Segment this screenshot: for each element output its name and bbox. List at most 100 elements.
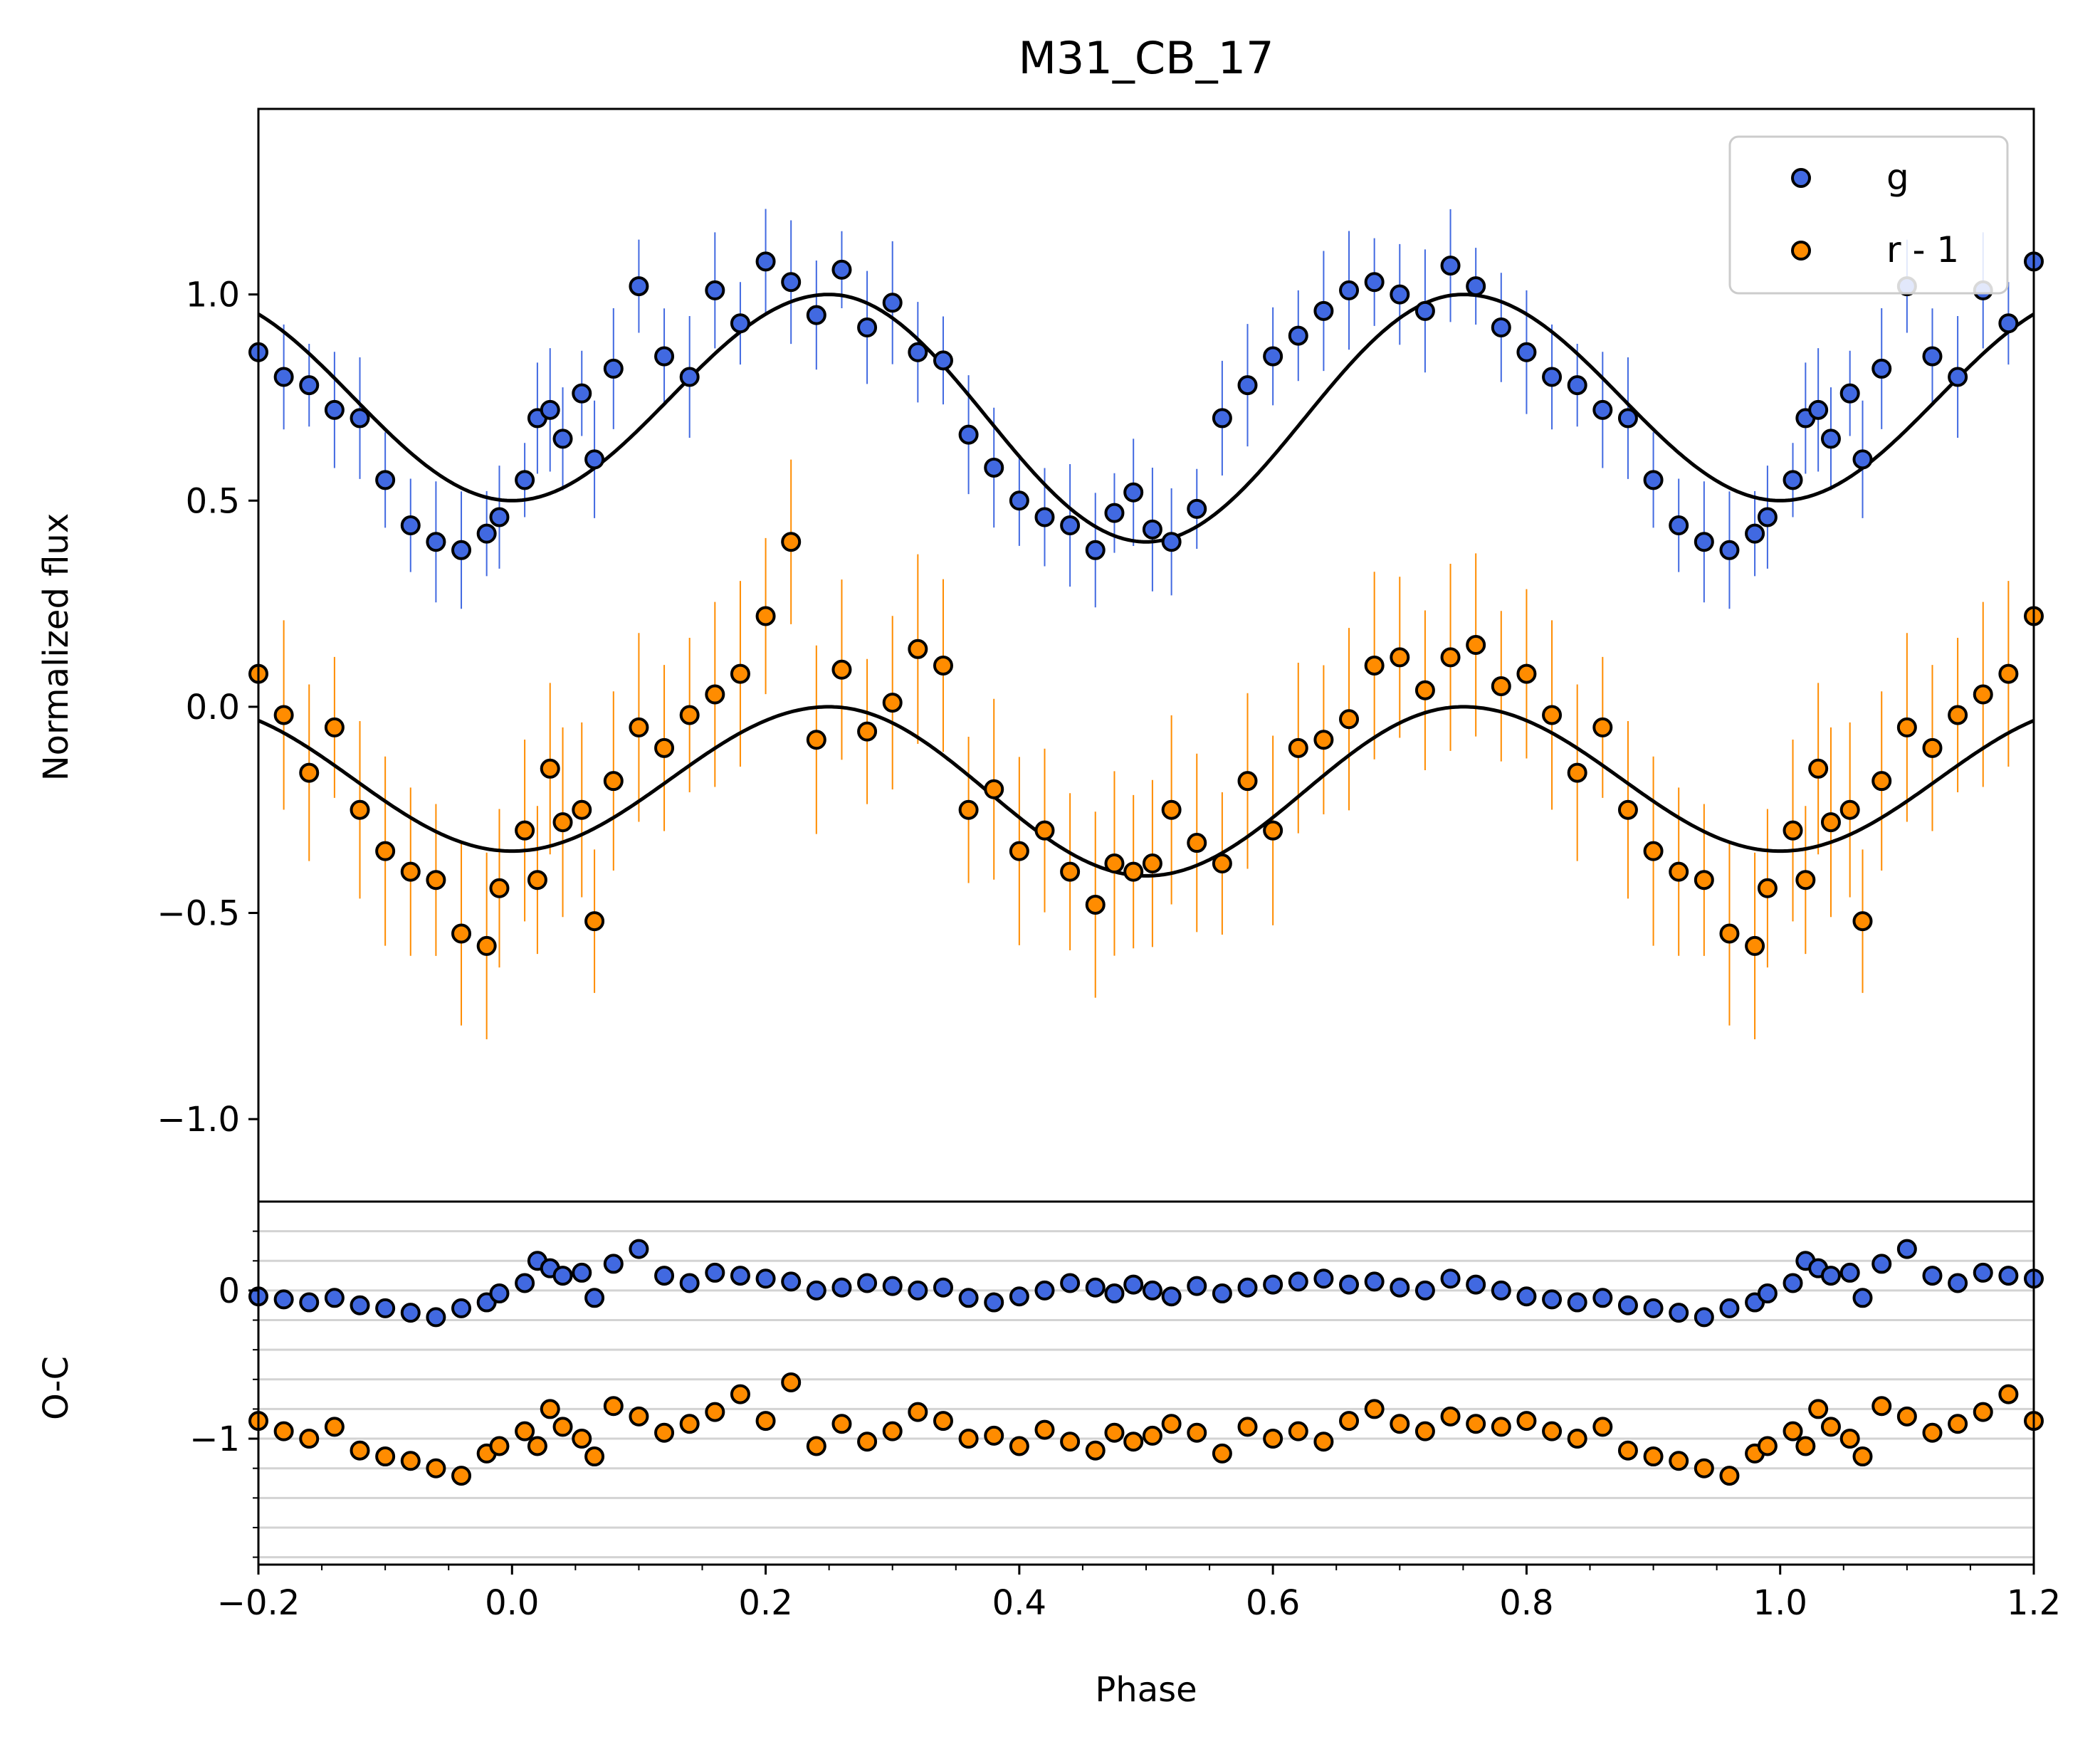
data-point [1516,342,1537,362]
residual-point [1237,1417,1258,1437]
data-point [1948,367,1968,387]
data-point [1123,861,1144,882]
data-point [584,449,605,470]
residual-point [1313,1268,1334,1289]
data-point [1719,540,1740,560]
data-point [1123,482,1144,503]
residual-point [350,1295,370,1315]
data-point [730,313,750,334]
residual-point [984,1425,1004,1446]
bottom-y-ticks: 0 −1 [189,1230,258,1558]
residual-point [831,1277,852,1298]
residual-point [552,1417,573,1437]
data-point [1288,325,1308,346]
residual-point [1288,1421,1308,1441]
legend-label-r: r - 1 [1886,229,1959,270]
data-point [1820,429,1841,449]
data-point [1161,799,1182,820]
data-point [1820,812,1841,833]
residual-point [1948,1414,1968,1434]
data-point [299,762,320,783]
y-tick-label: 0.0 [186,688,240,727]
residual-point [1542,1421,1563,1441]
residual-point [1567,1292,1587,1313]
residual-point [324,1417,345,1437]
x-tick-label: 0.0 [485,1583,539,1623]
residual-point [572,1429,592,1449]
residual-point [1783,1273,1803,1293]
data-point [1414,680,1435,700]
residual-point [1795,1436,1816,1456]
residual-point [1161,1414,1182,1434]
data-point [426,532,446,552]
residual-point [1669,1451,1689,1471]
data-point [1694,532,1714,552]
data-point [324,399,345,420]
data-point [1922,346,1943,367]
x-tick-label: −0.2 [217,1583,300,1623]
data-point [572,799,592,820]
data-point [755,251,776,272]
residual-point [540,1399,560,1419]
data-point [1390,284,1410,305]
data-point [1516,663,1537,684]
data-point [476,935,497,956]
data-point [958,799,979,820]
residual-point [584,1446,605,1467]
residual-point [1263,1274,1283,1295]
chart-title: M31_CB_17 [1018,32,1274,84]
data-point [451,923,472,944]
data-point [1948,705,1968,725]
data-point [1060,515,1081,536]
residual-point [1516,1286,1537,1307]
x-tick-label: 0.8 [1499,1583,1553,1623]
data-point [1998,663,2019,684]
data-point [375,470,396,490]
residual-point [603,1396,624,1417]
data-point [831,259,852,280]
residual-point [679,1273,700,1293]
data-point [1783,470,1803,490]
data-point [1085,540,1106,560]
data-point [1142,519,1162,540]
residual-point [629,1239,649,1259]
data-point [1034,820,1055,841]
data-point [1567,762,1587,783]
residual-point [1212,1443,1232,1464]
residual-point [1839,1262,1860,1283]
residual-point [1142,1425,1162,1446]
data-point [1592,399,1613,420]
data-point [1694,870,1714,891]
x-tick-label: 1.2 [2007,1583,2061,1623]
data-point [273,705,294,725]
data-point [806,305,826,325]
data-point [629,717,649,737]
residual-point [375,1298,396,1318]
residual-point [1237,1277,1258,1298]
data-point [375,841,396,861]
data-point [781,532,802,552]
residual-point [1783,1421,1803,1441]
residual-point [1364,1399,1385,1419]
data-point [1617,799,1638,820]
residual-point [400,1303,421,1323]
data-point [603,771,624,792]
residual-point [375,1446,396,1467]
residual-point [1852,1288,1873,1308]
residual-point [527,1436,547,1456]
residual-point [705,1402,725,1422]
residual-point [1871,1396,1892,1417]
data-point [476,523,497,544]
residual-point [489,1436,510,1456]
residual-point [1104,1283,1125,1304]
data-point [857,721,878,742]
residual-point [1617,1440,1638,1461]
data-point [1757,878,1778,898]
data-point [629,276,649,297]
data-point [1542,367,1563,387]
bottom-data-points [248,1239,2044,1486]
data-point [489,507,510,527]
bottom-panel-background [258,1202,2034,1565]
residual-point [1871,1254,1892,1274]
